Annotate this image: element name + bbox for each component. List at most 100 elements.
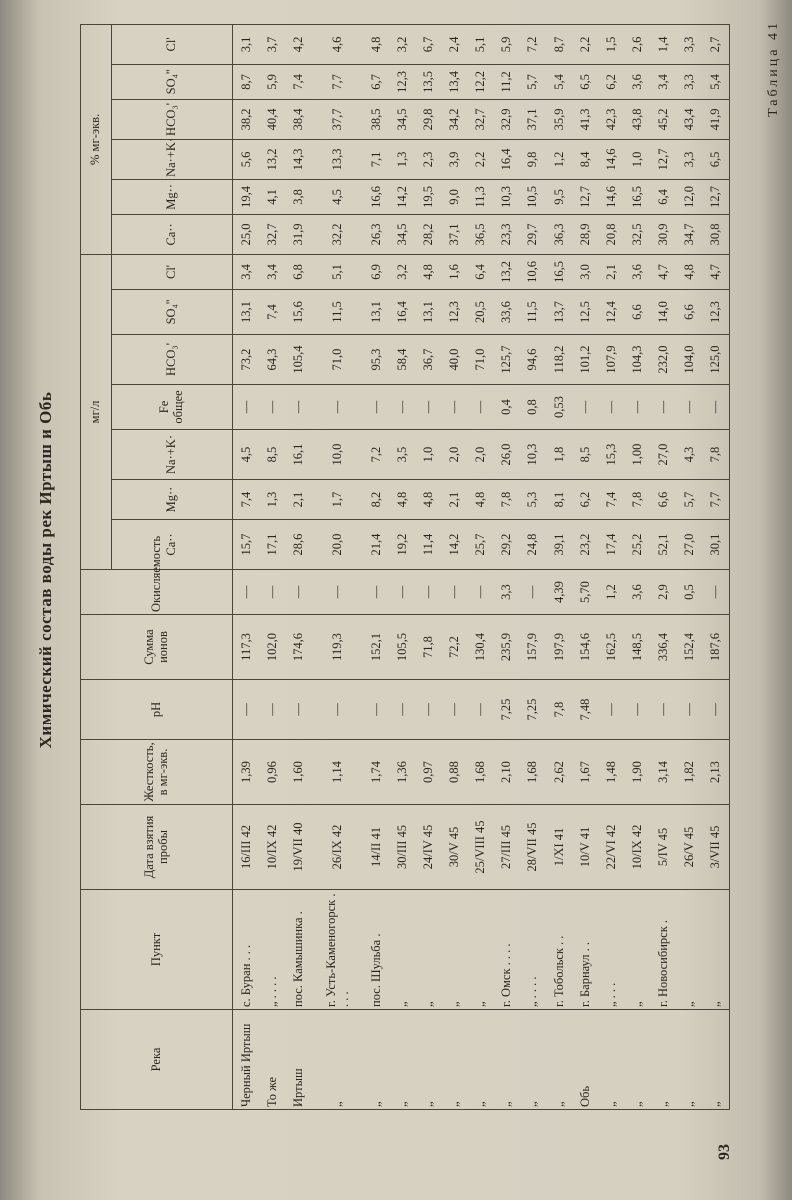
table-cell: 28,6 <box>285 519 312 570</box>
table-cell: 7,4 <box>259 289 286 335</box>
table-row: „ г. Новосибирск . 5/IV 45 3,14—336,4 2,9 52,… <box>650 24 677 1110</box>
table-cell: 7,4 <box>598 479 625 520</box>
table-cell: 3,4 <box>232 254 260 290</box>
table-cell: 41,9 <box>702 99 730 140</box>
table-cell: 3,9 <box>441 139 468 180</box>
table-cell: 7,7 <box>702 479 730 520</box>
table-cell: 2,62 <box>546 739 573 805</box>
table-cell: 7,48 <box>572 679 599 740</box>
table-cell: 3,14 <box>650 739 677 805</box>
table-cell: 6,5 <box>702 139 730 180</box>
table-cell: 24,8 <box>520 519 547 570</box>
table-cell: 162,5 <box>598 614 625 680</box>
table-cell: 9,5 <box>546 179 573 215</box>
table-cell: — <box>259 679 286 740</box>
table-cell: 17,1 <box>259 519 286 570</box>
column-header: Ca·· <box>111 519 233 570</box>
table-cell: 125,7 <box>493 334 520 385</box>
table-cell: 5,4 <box>702 64 730 100</box>
table-cell: 1,0 <box>624 139 651 180</box>
table-cell: 6,4 <box>650 179 677 215</box>
table-cell: 32,7 <box>259 214 286 255</box>
table-cell: — <box>441 679 468 740</box>
table-cell: 42,3 <box>598 99 625 140</box>
table-cell: — <box>676 679 703 740</box>
table-row: „ г. Тобольск . . 1/XI 41 2,62 7,8 197,9 4,39 3… <box>546 24 573 1110</box>
group-header: мг/л <box>80 254 112 570</box>
table-cell: — <box>441 384 468 430</box>
table-cell: г. Усть-Каменогорск . . . . <box>311 889 364 1010</box>
table-cell: — <box>572 384 599 430</box>
table-cell: 27/III 45 <box>493 804 520 890</box>
table-cell: 3,3 <box>493 569 520 615</box>
table-number: Таблица 41 <box>766 20 781 117</box>
table-cell: 43,4 <box>676 99 703 140</box>
table-cell: 31,9 <box>285 214 312 255</box>
table-cell: 5,70 <box>572 569 599 615</box>
table-cell: 5,7 <box>520 64 547 100</box>
table-cell: 26,3 <box>363 214 390 255</box>
table-row: „ „ 25/VIII 45 1,68—130,4—25,7 4,8 2,0—71,0 20… <box>467 24 494 1110</box>
table-cell: 20,8 <box>598 214 625 255</box>
table-cell: 30/V 45 <box>441 804 468 890</box>
table-cell: 25,0 <box>232 214 260 255</box>
table-cell: 4,8 <box>467 479 494 520</box>
table-cell: 2,2 <box>572 24 599 65</box>
column-header: Окисляемость <box>80 536 233 615</box>
table-cell: 3,2 <box>389 254 416 290</box>
table-cell: „ <box>598 1009 625 1110</box>
table-cell: 6,2 <box>572 479 599 520</box>
table-cell: — <box>259 569 286 615</box>
table-cell: „ <box>520 1009 547 1110</box>
table-cell: 0,5 <box>676 569 703 615</box>
table-cell: То же <box>259 1009 286 1110</box>
table-cell: 152,4 <box>676 614 703 680</box>
table-cell: 7,25 <box>493 679 520 740</box>
table-cell: 36,5 <box>467 214 494 255</box>
column-header: Ca·· <box>111 214 233 255</box>
table-cell: 11,5 <box>311 289 364 335</box>
table-cell: — <box>389 569 416 615</box>
table-cell: 101,2 <box>572 334 599 385</box>
table-cell: 34,5 <box>389 99 416 140</box>
table-cell: — <box>232 384 260 430</box>
table-cell: 8,4 <box>572 139 599 180</box>
table-cell: „ <box>702 1009 730 1110</box>
table-cell: 3,3 <box>676 64 703 100</box>
table-cell: 11,5 <box>520 289 547 335</box>
table-cell: 187,6 <box>702 614 730 680</box>
table-cell: 6,6 <box>676 289 703 335</box>
table-cell: 12,7 <box>702 179 730 215</box>
table-cell: 34,5 <box>389 214 416 255</box>
table-cell: 1/XI 41 <box>546 804 573 890</box>
table-cell: 30,9 <box>650 214 677 255</box>
table-cell: 19,4 <box>232 179 260 215</box>
table-cell: 104,3 <box>624 334 651 385</box>
table-cell: 29,2 <box>493 519 520 570</box>
page-number: 93 <box>716 1144 733 1160</box>
table-cell: 14,6 <box>598 139 625 180</box>
table-cell: 8,2 <box>363 479 390 520</box>
table-cell: 2,1 <box>441 479 468 520</box>
table-cell: пос. Камышинка . <box>285 889 312 1010</box>
table-cell: 6,5 <box>572 64 599 100</box>
table-cell: 14,3 <box>285 139 312 180</box>
table-cell: 2,9 <box>650 569 677 615</box>
table-cell: 10,6 <box>520 254 547 290</box>
table-cell: 10/IX 42 <box>259 804 286 890</box>
table-cell: 1,00 <box>624 429 651 480</box>
table-cell: 8,5 <box>572 429 599 480</box>
column-header: Дата взятия пробы <box>80 804 233 890</box>
table-row: „ „ 30/III 45 1,36—105,5—19,2 4,8 3,5—58,4 16,… <box>389 24 416 1110</box>
table-cell: 20,5 <box>467 289 494 335</box>
table-cell: — <box>259 384 286 430</box>
table-cell: 1,2 <box>598 569 625 615</box>
table-cell: 1,68 <box>520 739 547 805</box>
table-cell: 0,53 <box>546 384 573 430</box>
table-cell: — <box>389 384 416 430</box>
table-row: „ „ . . . . 28/VII 45 1,68 7,25 157,9—24,8 5,3… <box>520 24 547 1110</box>
table-cell: 9,8 <box>520 139 547 180</box>
table-cell: 5,9 <box>493 24 520 65</box>
table-cell: — <box>702 569 730 615</box>
